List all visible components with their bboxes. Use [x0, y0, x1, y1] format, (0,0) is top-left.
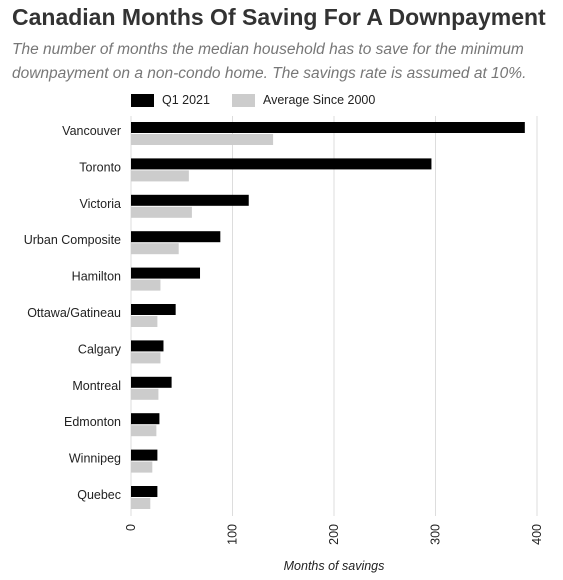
legend-label-q1-2021: Q1 2021 [162, 93, 210, 107]
category-label-montreal: Montreal [72, 379, 121, 393]
category-label-quebec: Quebec [77, 488, 121, 502]
bars [131, 122, 525, 509]
bar-q1-2021-winnipeg[interactable] [131, 449, 158, 461]
bar-average-victoria[interactable] [131, 206, 192, 218]
bar-average-montreal[interactable] [131, 388, 159, 400]
bar-q1-2021-vancouver[interactable] [131, 122, 525, 133]
bar-q1-2021-quebec[interactable] [131, 486, 158, 497]
legend-swatch-q1-2021 [131, 93, 154, 107]
x-axis-ticks: 0 100 200 300 400 [124, 524, 544, 545]
x-tick-label-400: 400 [530, 524, 544, 545]
bar-q1-2021-edmonton[interactable] [131, 413, 160, 425]
category-label-calgary: Calgary [78, 342, 122, 356]
bar-q1-2021-urban-composite[interactable] [131, 231, 221, 243]
bar-q1-2021-toronto[interactable] [131, 158, 432, 170]
category-label-ottawa-gatineau: Ottawa/Gatineau [27, 306, 121, 320]
bar-average-ottawa-gatineau[interactable] [131, 316, 158, 327]
bar-q1-2021-hamilton[interactable] [131, 267, 201, 279]
bar-average-edmonton[interactable] [131, 425, 157, 437]
bar-average-toronto[interactable] [131, 170, 189, 182]
x-tick-label-0: 0 [124, 524, 138, 531]
legend-swatch-average [231, 93, 255, 107]
category-label-urban-composite: Urban Composite [24, 233, 121, 247]
bar-q1-2021-victoria[interactable] [131, 194, 249, 206]
bar-average-hamilton[interactable] [131, 279, 161, 291]
bar-q1-2021-montreal[interactable] [131, 376, 172, 388]
bar-average-quebec[interactable] [131, 498, 151, 509]
category-label-edmonton: Edmonton [64, 415, 121, 429]
bar-average-winnipeg[interactable] [131, 461, 153, 473]
category-labels: Vancouver Toronto Victoria Urban Composite H… [24, 124, 122, 502]
x-tick-label-200: 200 [327, 524, 341, 545]
bar-q1-2021-calgary[interactable] [131, 340, 164, 352]
legend: Q1 2021 Average Since 2000 [131, 93, 397, 107]
bar-average-urban-composite[interactable] [131, 243, 179, 255]
chart-title: Canadian Months Of Saving For A Downpaym… [12, 4, 546, 30]
category-label-winnipeg: Winnipeg [69, 452, 121, 466]
bar-average-vancouver[interactable] [131, 134, 274, 145]
x-tick-label-100: 100 [226, 524, 240, 545]
x-axis-title: Months of savings [284, 559, 385, 573]
legend-label-average: Average Since 2000 [262, 93, 376, 107]
category-label-victoria: Victoria [80, 197, 122, 211]
legend-item-average[interactable]: Average Since 2000 [231, 93, 376, 107]
legend-item-q1-2021[interactable]: Q1 2021 [131, 93, 210, 107]
bar-q1-2021-ottawa-gatineau[interactable] [131, 304, 176, 315]
bar-average-calgary[interactable] [131, 352, 161, 364]
category-label-vancouver: Vancouver [62, 124, 121, 138]
chart-subtitle: The number of months the median househol… [12, 41, 527, 82]
grid-lines [130, 116, 538, 516]
x-tick-label-300: 300 [429, 524, 443, 545]
category-label-hamilton: Hamilton [72, 270, 121, 284]
category-label-toronto: Toronto [79, 160, 121, 174]
